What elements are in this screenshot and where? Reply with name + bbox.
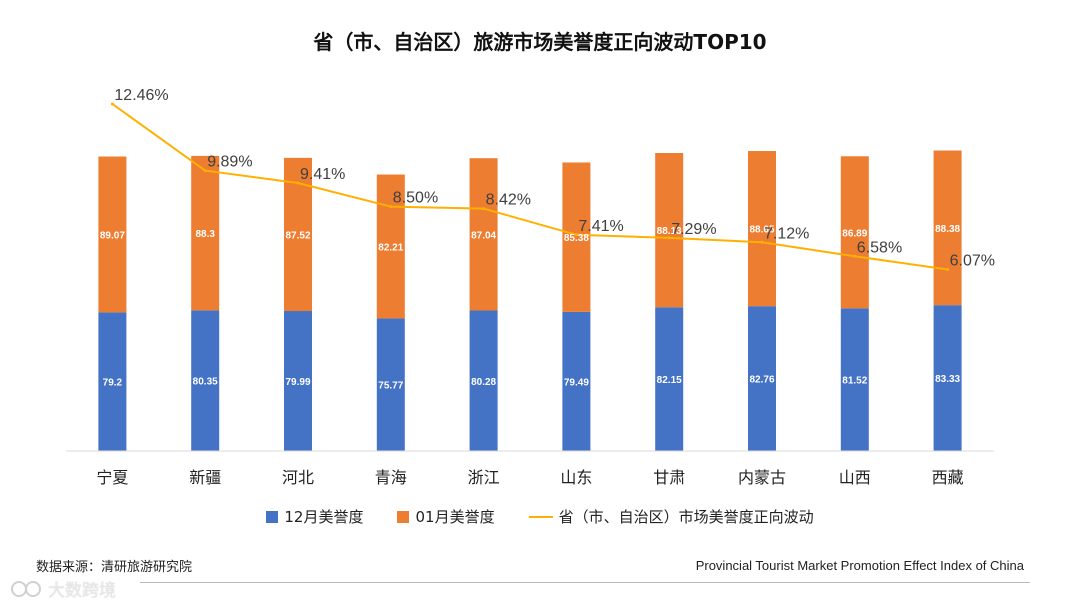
line-point-6 [667,236,671,240]
bar-label-01-0: 89.07 [100,230,125,241]
english-subtitle: Provincial Tourist Market Promotion Effe… [695,558,1024,573]
bar-label-01-6: 88.13 [657,226,682,237]
line-label-7: 7.12% [764,225,809,242]
bar-label-12-4: 80.28 [471,377,496,388]
line-label-4: 8.42% [486,192,531,209]
category-label-4: 浙江 [468,468,500,487]
line-label-8: 6.58% [857,239,902,256]
line-label-5: 7.41% [578,218,623,235]
bar-12-5 [562,311,591,451]
category-label-8: 山西 [839,468,871,487]
legend-item-01: 01月美誉度 [397,506,495,527]
category-label-7: 内蒙古 [738,468,786,487]
bar-01-9 [933,150,962,306]
legend-label-01: 01月美誉度 [415,508,495,526]
bar-12-6 [655,307,684,451]
bar-label-12-5: 79.49 [564,377,589,388]
bar-01-0 [98,156,127,313]
category-label-6: 甘肃 [653,468,685,487]
chart-title: 省（市、自治区）旅游市场美誉度正向波动TOP10 [313,30,767,54]
line-point-0 [110,102,114,106]
bar-12-7 [748,306,776,451]
bar-12-3 [376,318,405,451]
category-label-2: 河北 [282,468,314,487]
category-label-1: 新疆 [189,468,221,487]
line-point-8 [853,254,857,258]
bar-label-12-3: 75.77 [378,381,403,392]
bar-12-2 [284,311,312,451]
bar-12-4 [469,310,498,451]
bar-label-12-0: 79.2 [103,378,123,389]
bar-12-0 [98,312,127,451]
bar-label-12-7: 82.76 [749,375,774,386]
chart-legend: 12月美誉度 01月美誉度 省（市、自治区）市场美誉度正向波动 [0,506,1080,527]
bar-12-8 [840,308,869,451]
legend-label-12: 12月美誉度 [284,508,364,526]
bar-label-01-2: 87.52 [285,230,310,241]
line-label-2: 9.41% [300,166,345,183]
bar-label-01-3: 82.21 [378,242,403,253]
line-point-4 [482,207,486,211]
line-label-1: 9.89% [207,154,252,171]
bar-01-5 [562,162,591,312]
legend-swatch-01 [397,510,410,523]
line-point-9 [946,268,950,272]
watermark-text: 大数跨境 [48,581,116,601]
footer-divider [140,582,1030,583]
bar-label-12-9: 83.33 [935,374,960,385]
bar-label-01-8: 86.89 [842,228,867,239]
bar-label-01-5: 85.38 [564,233,589,244]
legend-label-line: 省（市、自治区）市场美誉度正向波动 [558,508,814,526]
bar-label-12-6: 82.15 [657,375,682,386]
line-point-5 [574,233,578,237]
data-source: 数据来源：清研旅游研究院 [36,560,193,575]
line-point-3 [389,205,393,209]
bar-01-8 [840,156,869,309]
legend-item-12: 12月美誉度 [266,506,363,527]
bar-label-12-2: 79.99 [285,377,310,388]
bar-01-1 [191,155,220,311]
bar-label-12-1: 80.35 [193,377,218,388]
bar-12-1 [191,310,220,451]
line-series-path [111,103,948,271]
line-point-2 [296,181,300,185]
bar-01-4 [469,158,498,311]
legend-swatch-12 [266,510,279,523]
line-point-1 [203,169,207,173]
line-label-3: 8.50% [393,190,438,207]
bar-01-3 [376,174,405,319]
category-label-5: 山东 [560,468,592,487]
bar-label-01-9: 88.38 [935,224,960,235]
bar-01-6 [655,153,684,308]
watermark: 大数跨境 [10,576,116,601]
bar-label-01-7: 88.65 [749,225,774,236]
line-point-7 [760,240,764,244]
line-label-6: 7.29% [671,221,716,238]
category-label-3: 青海 [375,468,407,487]
category-label-0: 宁夏 [96,468,128,487]
bar-label-01-1: 88.3 [195,229,215,240]
legend-swatch-line [528,515,553,518]
bar-12-9 [933,305,962,451]
bar-label-01-4: 87.04 [471,230,496,241]
bar-label-12-8: 81.52 [842,376,867,387]
bar-01-7 [748,151,776,307]
legend-item-line: 省（市、自治区）市场美誉度正向波动 [528,506,814,527]
line-label-0: 12.46% [114,87,168,104]
line-label-9: 6.07% [950,253,995,270]
category-label-9: 西藏 [932,468,964,487]
watermark-logo-icon [11,580,41,597]
